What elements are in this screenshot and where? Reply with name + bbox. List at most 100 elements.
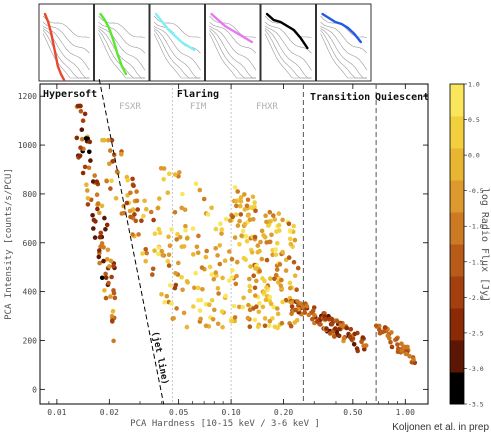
y-axis: 0 200 400 600 800 1000 1200 (18, 92, 428, 394)
data-point-transition (329, 317, 335, 322)
data-point-flaring (220, 324, 225, 330)
data-point-flaring (156, 245, 162, 250)
data-point-fhxr (275, 311, 281, 317)
reference-spectrum (209, 28, 256, 79)
reference-spectrum (98, 21, 146, 54)
highlighted-spectrum (99, 12, 128, 76)
data-point-hypersoft (101, 245, 106, 250)
data-point-flaring (217, 261, 223, 267)
data-point-flaring (209, 298, 215, 303)
data-point-flaring (219, 309, 225, 314)
data-point-fhxr (251, 273, 256, 279)
data-point-fsxr (173, 282, 179, 288)
data-point-flaring (209, 205, 214, 211)
colorbar-tick-label-8: -3.0 (468, 365, 484, 373)
reference-spectrum (264, 21, 312, 54)
data-point-fsxr (143, 258, 148, 264)
data-point-hypersoft (83, 136, 89, 141)
data-point-quiescent (411, 357, 416, 362)
x-tick-label-0.02: 0.02 (100, 408, 119, 417)
data-point-fhxr (233, 198, 239, 204)
data-point-flaring (215, 286, 221, 291)
data-point-hypersoft (92, 173, 97, 178)
data-point-fhxr (259, 256, 265, 262)
data-point-quiescent (387, 336, 392, 341)
data-point-fhxr (242, 192, 247, 197)
data-point-transition (302, 310, 308, 315)
data-point-fhxr (267, 294, 273, 300)
state-label-fim: FIM (190, 102, 207, 112)
data-point-fsxr (134, 198, 140, 204)
data-point-hypersoft (86, 165, 92, 171)
reference-spectrum (320, 26, 368, 71)
data-point-flaring (179, 274, 184, 280)
data-point-flaring (222, 258, 228, 264)
colorbar-tick-label-9: -3.5 (468, 401, 484, 409)
data-point-flaring (166, 252, 172, 258)
data-point-flaring (212, 307, 217, 313)
data-point-fhxr (253, 208, 258, 214)
data-point-fhxr (253, 278, 259, 284)
colorbar-tick-label-4: -1.0 (468, 223, 484, 231)
reference-spectrum (320, 28, 367, 79)
data-point-fhxr (292, 273, 298, 279)
data-point-fhxr (275, 240, 280, 246)
data-point-fsxr (152, 248, 157, 253)
data-point-fhxr (252, 317, 258, 323)
data-point-quiescent (376, 327, 382, 332)
data-point-hypersoft (78, 145, 83, 150)
data-point-fhxr (267, 209, 273, 215)
data-point-quiescent (399, 341, 404, 347)
data-point-transition (359, 339, 364, 345)
data-point-fsxr (157, 230, 163, 236)
data-point-fsxr (100, 137, 105, 143)
data-point-flaring (192, 285, 197, 291)
data-point-fhxr (232, 185, 238, 190)
data-point-fsxr (128, 190, 133, 196)
data-point-flaring (183, 223, 188, 229)
data-point-transition (318, 322, 323, 327)
data-point-flaring (255, 243, 261, 248)
data-point-flaring (198, 297, 204, 303)
data-point-flaring (213, 246, 218, 251)
data-point-flaring (201, 196, 207, 202)
data-point-fhxr (248, 205, 254, 210)
data-point-transition (334, 319, 340, 324)
reference-spectrum (42, 15, 90, 38)
data-point-flaring (176, 260, 181, 266)
data-point-flaring (277, 262, 283, 267)
data-point-fhxr (239, 233, 244, 238)
data-point-flaring (161, 177, 166, 182)
data-point-fsxr (130, 232, 135, 237)
data-point-fsxr (124, 200, 130, 206)
data-point-flaring (210, 317, 216, 322)
colorbar-segment-2 (450, 308, 464, 341)
state-labels: Hypersoft FSXR Flaring FIM FHXR Transition Qui… (43, 88, 429, 112)
data-point-fsxr (125, 178, 130, 183)
data-point-hypersoft (78, 109, 84, 114)
data-point-fhxr (267, 219, 273, 224)
data-point-transition (362, 346, 367, 352)
data-point-hypersoft (108, 258, 114, 264)
data-point-hypersoft (110, 308, 116, 314)
data-point-fhxr (240, 304, 246, 310)
data-point-flaring (198, 316, 203, 322)
data-point-transition (354, 346, 360, 351)
data-point-fsxr (159, 248, 165, 254)
data-point-fhxr (267, 239, 272, 245)
colorbar-segment-9 (450, 84, 464, 117)
data-point-quiescent (382, 325, 388, 330)
data-point-fsxr (141, 213, 146, 219)
reference-spectrum (98, 28, 145, 79)
data-point-transition (348, 326, 354, 332)
data-point-hypersoft (77, 153, 83, 159)
data-point-quiescent (389, 344, 395, 350)
data-point-flaring (179, 244, 185, 249)
x-tick-label-0.05: 0.05 (169, 408, 188, 417)
data-point-hypersoft (104, 256, 110, 262)
data-point-transition (337, 326, 342, 332)
data-point-fhxr (235, 223, 241, 228)
data-point-hypersoft (102, 288, 107, 293)
data-point-fsxr (139, 218, 144, 223)
data-point-flaring (231, 303, 237, 309)
